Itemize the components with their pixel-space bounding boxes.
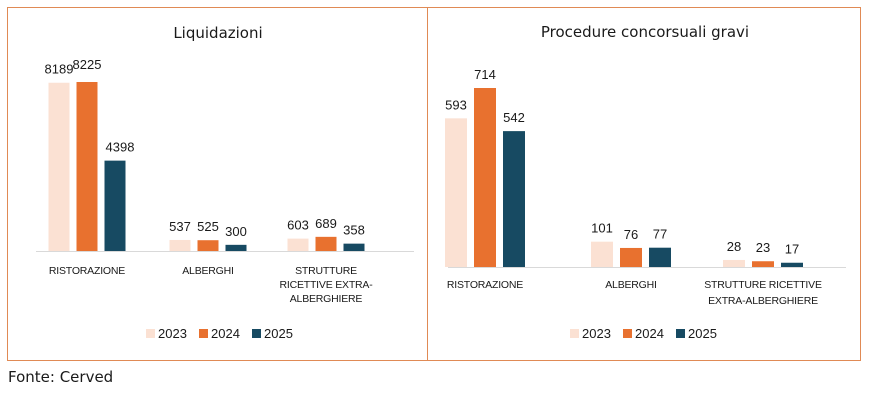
- data-label: 4398: [106, 140, 135, 155]
- data-label: 714: [474, 67, 496, 82]
- data-label: 28: [727, 239, 741, 254]
- legend-swatch-2025: [676, 329, 685, 338]
- legend-label-2025: 2025: [264, 326, 293, 341]
- bar-2023-2: [287, 238, 309, 251]
- legend-label-2024: 2024: [211, 326, 240, 341]
- bar-2024-0: [76, 82, 98, 251]
- data-label: 358: [343, 223, 365, 238]
- data-label: 537: [169, 219, 191, 234]
- chart-panel-liquidazioni: Liquidazioni 8189 8225 4398 RISTORAZIONE 537 5…: [7, 7, 428, 361]
- category-label: RISTORAZIONE: [447, 279, 523, 291]
- bar-2023-2: [723, 259, 745, 267]
- legend-swatch-2025: [252, 329, 261, 338]
- category-label: RICETTIVE EXTRA-: [279, 279, 373, 291]
- source-note: Fonte: Cerved: [8, 368, 114, 386]
- bar-2024-2: [752, 261, 774, 267]
- bar-2024-2: [315, 236, 337, 251]
- bar-2025-0: [104, 160, 126, 251]
- legend-label-2023: 2023: [158, 326, 187, 341]
- category-label: EXTRA-ALBERGHIERE: [708, 295, 818, 307]
- legend-label-2023: 2023: [582, 326, 611, 341]
- legend-swatch-2023: [146, 329, 155, 338]
- bar-2025-2: [343, 243, 365, 251]
- legend-label-2024: 2024: [635, 326, 664, 341]
- chart-title: Liquidazioni: [173, 24, 262, 42]
- data-label: 8189: [45, 62, 74, 77]
- bar-2024-0: [474, 88, 496, 267]
- data-label: 8225: [73, 57, 102, 72]
- legend-swatch-2024: [199, 329, 208, 338]
- category-label: ALBERGHIERE: [290, 293, 363, 305]
- data-label: 76: [624, 227, 638, 242]
- bar-2025-0: [503, 131, 525, 267]
- chart-liquidazioni: Liquidazioni 8189 8225 4398 RISTORAZIONE 537 5…: [36, 24, 414, 341]
- category-label: STRUTTURE RICETTIVE: [704, 279, 822, 291]
- bar-2023-1: [591, 241, 613, 267]
- data-label: 593: [445, 97, 467, 112]
- legend-label-2025: 2025: [688, 326, 717, 341]
- data-label: 300: [225, 224, 247, 239]
- data-label: 17: [785, 242, 799, 257]
- category-label: STRUTTURE: [295, 265, 357, 277]
- chart-procedure-concorsuali: Procedure concorsuali gravi 593 714 542 RIST…: [445, 23, 846, 341]
- bar-2023-0: [48, 82, 70, 252]
- bar-2025-1: [225, 244, 247, 251]
- data-label: 689: [315, 216, 337, 231]
- bar-2025-1: [649, 247, 671, 267]
- bar-2025-2: [781, 262, 803, 267]
- data-label: 101: [591, 221, 613, 236]
- category-label: RISTORAZIONE: [49, 265, 125, 277]
- data-label: 77: [653, 227, 667, 242]
- bar-2024-1: [197, 240, 219, 251]
- data-label: 603: [287, 218, 309, 233]
- legend-swatch-2024: [623, 329, 632, 338]
- legend-swatch-2023: [570, 329, 579, 338]
- bar-2023-0: [445, 118, 467, 267]
- data-label: 23: [756, 240, 770, 255]
- data-label: 525: [197, 219, 219, 234]
- category-label: ALBERGHI: [605, 279, 657, 291]
- chart-title: Procedure concorsuali gravi: [541, 23, 749, 41]
- chart-panel-procedure-concorsuali: Procedure concorsuali gravi 593 714 542 RIST…: [427, 7, 861, 361]
- category-label: ALBERGHI: [182, 265, 234, 277]
- bar-2023-1: [169, 239, 191, 251]
- data-label: 542: [503, 110, 525, 125]
- bar-2024-1: [620, 247, 642, 267]
